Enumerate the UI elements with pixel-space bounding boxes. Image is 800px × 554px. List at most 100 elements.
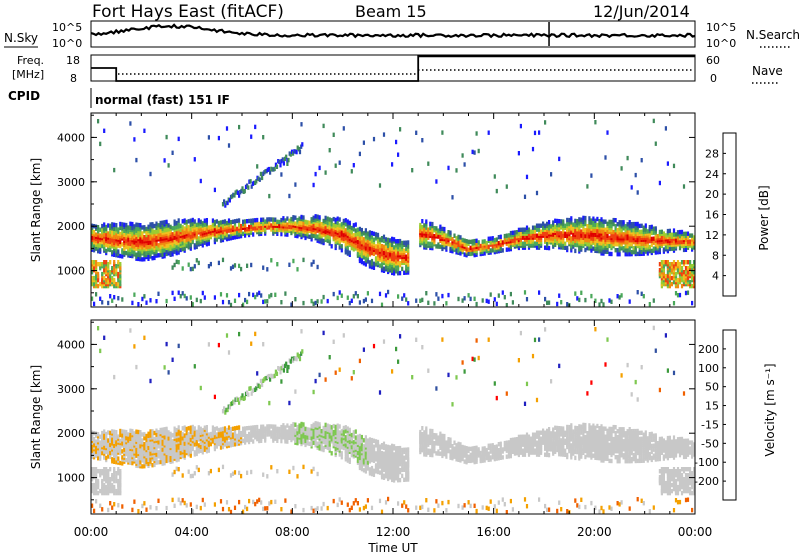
echo-cell: [431, 227, 434, 233]
echo-cell: [165, 227, 168, 233]
echo-cell: [606, 221, 609, 226]
echo-cell: [380, 250, 384, 255]
echo-cell: [481, 298, 484, 303]
echo-cell: [225, 126, 229, 131]
echo-cell: [636, 290, 639, 295]
echo-cell: [254, 501, 257, 507]
echo-cell: [366, 291, 369, 296]
echo-cell: [447, 292, 450, 298]
echo-cell: [109, 501, 112, 506]
echo-cell: [109, 436, 112, 442]
echo-cell: [147, 461, 150, 466]
echo-cell: [155, 436, 158, 441]
echo-cell: [171, 433, 174, 438]
echo-cell: [598, 219, 601, 224]
echo-cell: [125, 222, 128, 228]
echo-cell: [179, 223, 182, 229]
echo-cell: [393, 271, 396, 276]
echo-cell: [221, 299, 225, 305]
echo-cell: [159, 443, 162, 449]
echo-cell: [133, 344, 136, 349]
echo-cell: [119, 480, 122, 486]
echo-cell: [602, 249, 605, 254]
echo-cell: [155, 229, 158, 234]
echo-cell: [147, 431, 150, 436]
echo-cell: [497, 235, 500, 240]
echo-cell: [165, 249, 168, 255]
echo-cell: [294, 182, 297, 187]
echo-cell: [97, 249, 100, 254]
echo-cell: [487, 236, 490, 241]
echo-cell: [618, 295, 621, 300]
echo-cell: [181, 426, 184, 431]
echo-cell: [459, 251, 462, 256]
echo-cell: [389, 238, 392, 243]
echo-cell: [135, 226, 138, 231]
echo-cell: [147, 234, 150, 239]
echo-cell: [427, 300, 430, 305]
echo-cell: [103, 128, 106, 133]
echo-cell: [127, 241, 130, 246]
echo-cell: [626, 234, 629, 239]
echo-cell: [111, 437, 114, 442]
echo-cell: [131, 300, 134, 306]
echo-cell: [312, 259, 315, 265]
echo-cell: [535, 190, 539, 196]
echo-cell: [556, 218, 559, 224]
echo-cell: [668, 246, 671, 252]
echo-cell: [252, 218, 255, 223]
echo-cell: [223, 426, 227, 431]
echo-cell: [676, 293, 680, 298]
echo-cell: [250, 134, 253, 139]
echo-cell: [171, 226, 174, 231]
echo-cell: [554, 238, 557, 243]
echo-cell: [125, 445, 128, 451]
echo-cell: [272, 217, 275, 222]
echo-cell: [676, 268, 680, 273]
echo-cell: [143, 458, 146, 463]
echo-cell: [195, 258, 198, 263]
echo-cell: [316, 299, 319, 304]
echo-cell: [525, 297, 529, 302]
echo-cell: [95, 292, 98, 297]
echo-cell: [538, 223, 541, 228]
echo-cell: [356, 239, 359, 244]
echo-cell: [151, 435, 154, 440]
echo-cell: [668, 268, 671, 273]
echo-cell: [457, 240, 460, 245]
echo-cell: [121, 222, 124, 227]
echo-cell: [231, 225, 235, 230]
echo-cell: [304, 219, 307, 225]
echo-cell: [298, 423, 301, 428]
echo-cell: [169, 451, 172, 456]
echo-cell: [97, 271, 100, 277]
echo-cell: [258, 177, 261, 182]
echo-cell: [590, 173, 593, 178]
echo-cell: [189, 425, 192, 430]
echo-cell: [203, 295, 206, 300]
echo-cell: [362, 237, 365, 242]
echo-cell: [634, 172, 637, 178]
echo-cell: [213, 502, 216, 507]
echo-cell: [310, 424, 313, 429]
echo-cell: [219, 445, 223, 450]
echo-cell: [181, 229, 184, 234]
echo-cell: [366, 245, 369, 250]
echo-cell: [489, 240, 492, 245]
echo-cell: [181, 448, 184, 453]
echo-cell: [503, 237, 506, 243]
echo-cell: [626, 222, 629, 227]
echo-cell: [658, 247, 661, 253]
echo-cell: [350, 225, 353, 231]
echo-cell: [674, 291, 678, 296]
echo-cell: [584, 297, 587, 303]
echo-cell: [113, 429, 116, 434]
echo-cell: [342, 126, 345, 131]
echo-cell: [111, 275, 114, 281]
echo-cell: [105, 431, 108, 437]
echo-cell: [228, 198, 231, 203]
echo-cell: [248, 218, 251, 224]
echo-cell: [684, 266, 688, 271]
echo-cell: [256, 499, 259, 504]
echo-cell: [123, 429, 126, 434]
